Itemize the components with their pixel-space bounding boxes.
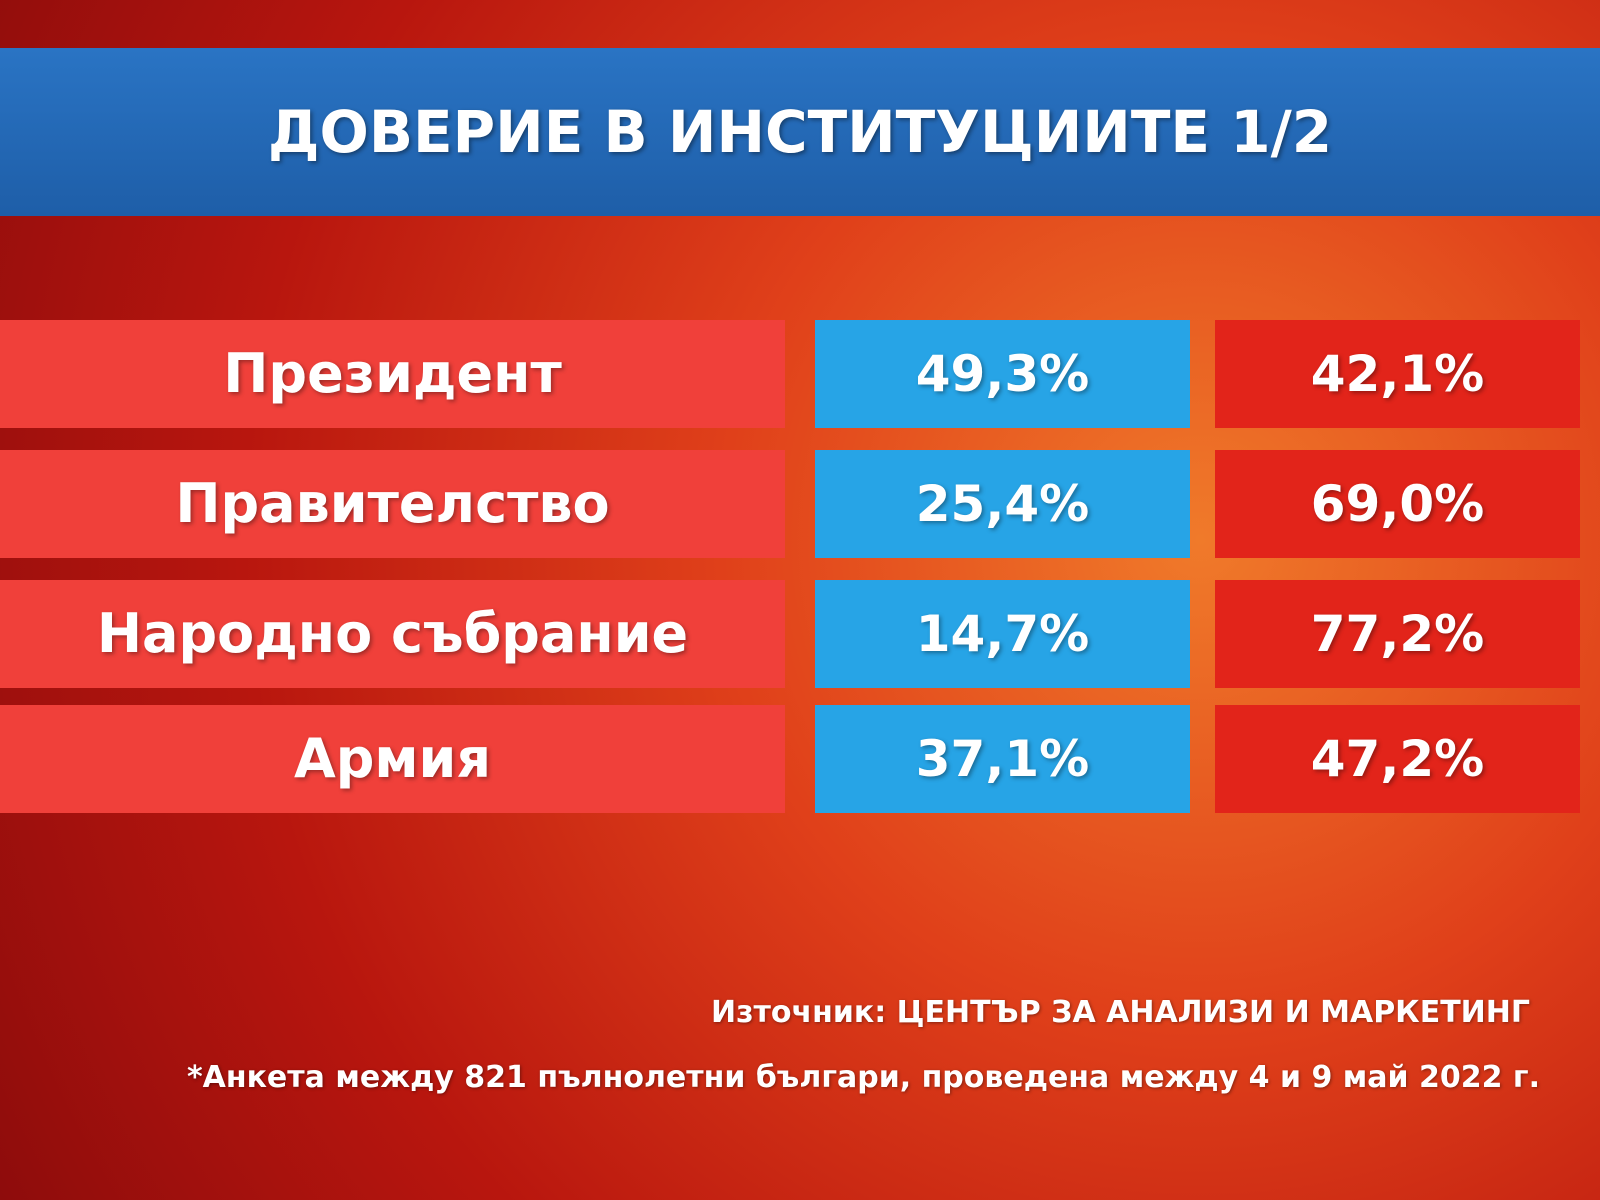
institution: Президент — [0, 320, 785, 428]
trust-value: 25,4% — [815, 450, 1190, 558]
institution: Правителство — [0, 450, 785, 558]
distrust-value: 47,2% — [1215, 705, 1580, 813]
trust-value: 14,7% — [815, 580, 1190, 688]
distrust-value: 42,1% — [1215, 320, 1580, 428]
institution: Армия — [0, 705, 785, 813]
note: *Анкета между 821 пълнолетни българи, пр… — [186, 1060, 1540, 1095]
trust-value: 49,3% — [815, 320, 1190, 428]
distrust-value: 69,0% — [1215, 450, 1580, 558]
institution: Народно събрание — [0, 580, 785, 688]
distrust-value: 77,2% — [1215, 580, 1580, 688]
source: Източник: ЦЕНТЪР ЗА АНАЛИЗИ И МАРКЕТИНГ — [710, 995, 1530, 1030]
title-band — [0, 48, 1600, 216]
title: ДОВЕРИЕ В ИНСТИТУЦИИТЕ 1/2 — [267, 98, 1333, 166]
trust-value: 37,1% — [815, 705, 1190, 813]
